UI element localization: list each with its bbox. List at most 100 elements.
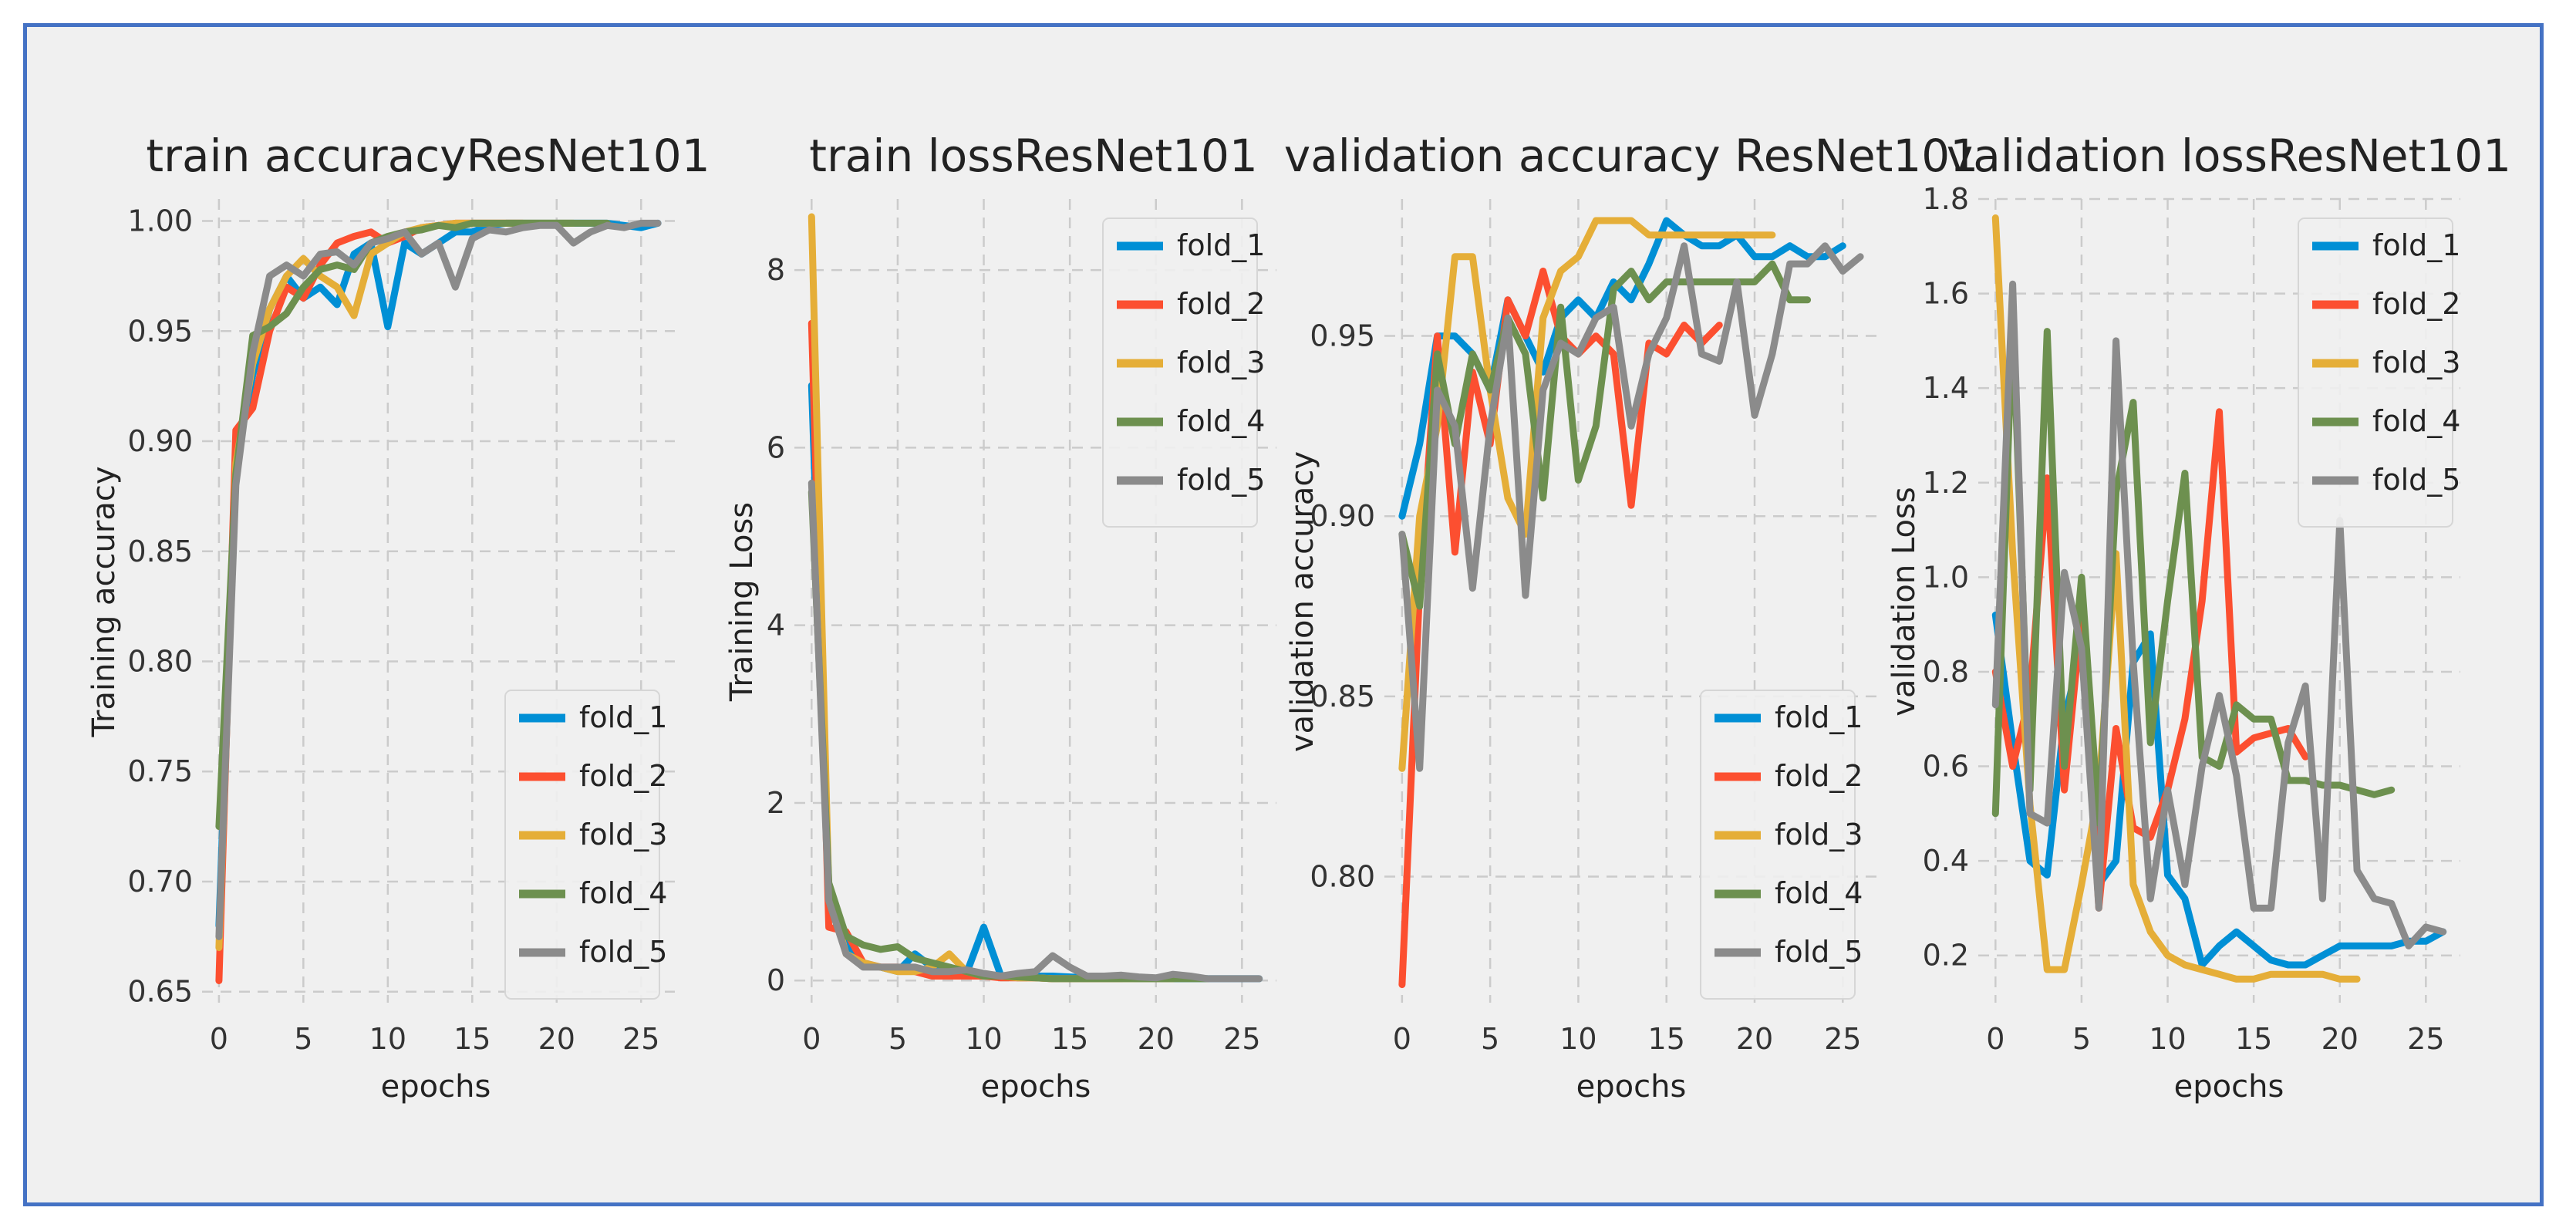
- series-line-fold_2: [1991, 408, 2309, 912]
- x-tick-label: 5: [1481, 1022, 1499, 1056]
- x-tick-label: 5: [888, 1022, 907, 1056]
- y-tick-label: 0.95: [127, 314, 193, 348]
- y-tick-label: 0.2: [1923, 939, 1969, 973]
- y-tick-label: 4: [767, 609, 785, 642]
- series-line-fold_3: [1991, 214, 2361, 983]
- ticks: 0 5 10 15 20 25 0 2 4 6 8: [767, 253, 1261, 1056]
- legend-label-fold_5: fold_5: [1177, 463, 1265, 497]
- x-tick-label: 20: [1138, 1022, 1175, 1056]
- legend-box: [2298, 218, 2453, 528]
- x-tick-label: 15: [2235, 1022, 2272, 1056]
- y-tick-label: 1.2: [1923, 466, 1969, 500]
- legend-label-fold_1: fold_1: [1775, 700, 1863, 734]
- series-line-fold_5: [215, 219, 662, 940]
- y-tick-label: 0.90: [127, 424, 193, 458]
- panel-train-loss: train lossResNet101 epochs Training Loss…: [724, 130, 1276, 1105]
- x-tick-label: 15: [1648, 1022, 1685, 1056]
- x-axis-label: epochs: [381, 1069, 491, 1105]
- lines: [1991, 214, 2447, 983]
- legend-label-fold_3: fold_3: [1775, 818, 1863, 852]
- legend-label-fold_1: fold_1: [579, 700, 667, 734]
- y-tick-label: 0.80: [127, 645, 193, 679]
- y-tick-label: 0.80: [1310, 859, 1375, 893]
- x-tick-label: 5: [2072, 1022, 2091, 1056]
- series-line-fold_4: [808, 488, 1212, 983]
- x-tick-label: 10: [2149, 1022, 2186, 1056]
- legend-label-fold_3: fold_3: [1177, 346, 1265, 379]
- y-tick-label: 1.0: [1923, 560, 1969, 594]
- chart-title: train accuracyResNet101: [146, 130, 710, 182]
- ticks: 0 5 10 15 20 25 0.2 0.4 0.6 0.8 1.0 1.2 1.4 1.6 1.8: [1923, 182, 2445, 1056]
- legend-label-fold_5: fold_5: [579, 935, 667, 969]
- series-line-fold_5: [1398, 242, 1864, 772]
- legend-label-fold_2: fold_2: [1177, 287, 1265, 321]
- lines: [1398, 217, 1864, 989]
- x-tick-label: 25: [1223, 1022, 1260, 1056]
- legend-box: [504, 690, 660, 1000]
- y-tick-label: 1.00: [127, 204, 193, 238]
- x-tick-label: 10: [965, 1022, 1002, 1056]
- legend-label-fold_2: fold_2: [579, 759, 667, 793]
- y-tick-label: 0.65: [127, 975, 193, 1009]
- x-tick-label: 5: [294, 1022, 312, 1056]
- y-axis-label: Training Loss: [724, 502, 760, 702]
- x-tick-label: 0: [1393, 1022, 1411, 1056]
- chart-title: train lossResNet101: [809, 130, 1258, 182]
- lines: [215, 219, 662, 984]
- x-tick-label: 15: [1051, 1022, 1088, 1056]
- y-tick-label: 6: [767, 430, 785, 464]
- x-tick-label: 20: [2321, 1022, 2359, 1056]
- legend-label-fold_4: fold_4: [1775, 876, 1863, 910]
- y-tick-label: 8: [767, 253, 785, 287]
- y-axis-label: validation accuracy: [1285, 451, 1320, 752]
- y-axis-label: validation Loss: [1886, 487, 1922, 716]
- x-tick-label: 0: [802, 1022, 821, 1056]
- x-tick-label: 0: [1986, 1022, 2004, 1056]
- x-tick-label: 15: [453, 1022, 491, 1056]
- y-tick-label: 0.85: [127, 535, 193, 568]
- legend-box: [1102, 218, 1258, 528]
- chart-title: validation lossResNet101: [1947, 130, 2511, 182]
- legend-label-fold_3: fold_3: [579, 818, 667, 852]
- legend-label-fold_4: fold_4: [2372, 404, 2460, 438]
- legend: fold_1 fold_2 fold_3 fold_4 fold_5: [504, 690, 667, 1000]
- y-tick-label: 0.75: [127, 754, 193, 788]
- legend-label-fold_3: fold_3: [2372, 346, 2460, 379]
- chart-title: validation accuracy ResNet101: [1284, 130, 1978, 182]
- legend-label-fold_5: fold_5: [2372, 463, 2460, 497]
- y-tick-label: 0.6: [1923, 750, 1969, 784]
- legend-label-fold_4: fold_4: [1177, 404, 1265, 438]
- y-tick-label: 0.4: [1923, 844, 1969, 878]
- x-tick-label: 10: [369, 1022, 406, 1056]
- y-tick-label: 0.95: [1310, 319, 1375, 353]
- y-tick-label: 0.8: [1923, 655, 1969, 689]
- legend-label-fold_5: fold_5: [1775, 935, 1863, 969]
- lines: [808, 213, 1263, 983]
- x-axis-label: epochs: [981, 1069, 1091, 1105]
- x-tick-label: 20: [1736, 1022, 1773, 1056]
- legend-label-fold_2: fold_2: [2372, 287, 2460, 321]
- y-axis-label: Training accuracy: [86, 466, 122, 737]
- x-tick-label: 10: [1559, 1022, 1597, 1056]
- x-tick-label: 0: [210, 1022, 228, 1056]
- panel-validation-loss: validation lossResNet101 epochs validati…: [1886, 130, 2511, 1105]
- series-line-fold_2: [808, 319, 1125, 983]
- y-tick-label: 1.8: [1923, 182, 1969, 216]
- series-line-fold_2: [1398, 268, 1723, 989]
- y-tick-label: 0.90: [1310, 499, 1375, 533]
- legend-box: [1700, 690, 1856, 1000]
- series-line-fold_5: [808, 479, 1263, 983]
- legend-label-fold_1: fold_1: [1177, 228, 1265, 262]
- series-line-fold_5: [1991, 280, 2447, 949]
- y-tick-label: 0.85: [1310, 680, 1375, 713]
- legend: fold_1 fold_2 fold_3 fold_4 fold_5: [2298, 218, 2460, 528]
- x-tick-label: 25: [1824, 1022, 1861, 1056]
- x-tick-label: 20: [538, 1022, 575, 1056]
- legend-label-fold_2: fold_2: [1775, 759, 1863, 793]
- y-tick-label: 0: [767, 963, 785, 997]
- y-tick-label: 2: [767, 786, 785, 820]
- x-tick-label: 25: [2407, 1022, 2444, 1056]
- panel-train-accuracy: train accuracyResNet101 epochs Training …: [86, 130, 710, 1105]
- x-axis-label: epochs: [1576, 1069, 1687, 1105]
